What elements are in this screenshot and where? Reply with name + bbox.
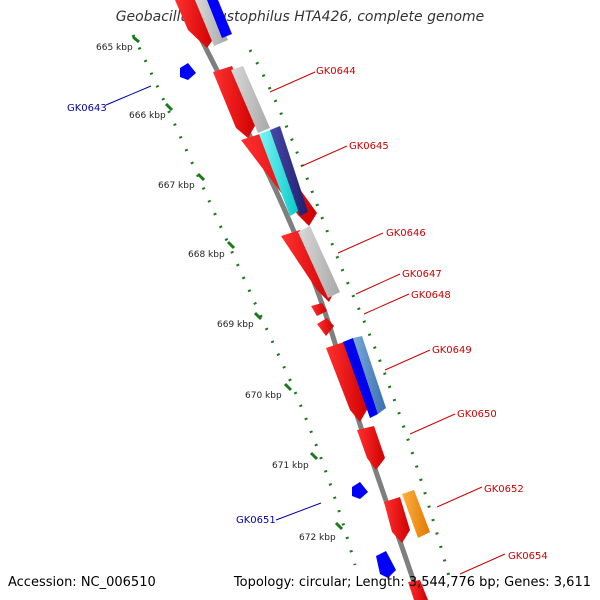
feature-bar-gk0652 xyxy=(402,490,430,538)
forward-track-dotted-line xyxy=(248,49,452,581)
gene-arrow-gk0643[interactable] xyxy=(180,63,196,80)
feature-bar-gk0649-steel xyxy=(353,336,386,414)
ruler-tick-label: 669 kbp xyxy=(217,320,254,330)
gene-label-gk0646[interactable]: GK0646 xyxy=(386,228,426,239)
ruler-tick-label: 666 kbp xyxy=(129,111,166,121)
feature-bar-gk0644 xyxy=(231,66,270,133)
label-leader xyxy=(269,71,316,93)
feature-bar xyxy=(195,0,228,46)
label-leader xyxy=(363,293,410,315)
accession-text: Accession: NC_006510 xyxy=(8,575,156,590)
gene-label-gk0654[interactable]: GK0654 xyxy=(508,551,548,562)
ruler-tick: 665 kbp xyxy=(96,35,140,53)
gene-label-gk0647[interactable]: GK0647 xyxy=(402,269,442,280)
gene-arrow-gk0648[interactable] xyxy=(317,318,334,336)
label-leader xyxy=(301,145,348,167)
label-leader xyxy=(384,349,431,371)
gene-label-gk0651[interactable]: GK0651 xyxy=(236,515,276,526)
feature-bar-gk0646 xyxy=(298,226,340,298)
gene-label-gk0649[interactable]: GK0649 xyxy=(432,345,472,356)
label-leader xyxy=(275,502,322,521)
gene-label-gk0645[interactable]: GK0645 xyxy=(349,141,389,152)
gene-arrow-gk0652[interactable] xyxy=(384,497,410,543)
gene-arrow-gk0655[interactable] xyxy=(376,551,396,578)
ruler-tick-label: 665 kbp xyxy=(96,43,133,53)
ruler-tick: 671 kbp xyxy=(272,451,319,471)
ruler-tick-label: 670 kbp xyxy=(245,391,282,401)
ruler-tick-label: 667 kbp xyxy=(158,181,195,191)
ruler-tick-label: 671 kbp xyxy=(272,461,309,471)
gene-arrow-gk0644[interactable] xyxy=(213,66,256,138)
feature-bar-gk0649-blue xyxy=(343,338,378,418)
ruler-tick: 667 kbp xyxy=(158,172,206,191)
gene-label-gk0643[interactable]: GK0643 xyxy=(67,103,107,114)
gene-arrow-gk0651[interactable] xyxy=(352,482,368,499)
label-leader xyxy=(436,486,483,508)
gene-arrow[interactable] xyxy=(175,0,214,48)
ruler-tick: 666 kbp xyxy=(129,102,174,121)
gene-label-gk0644[interactable]: GK0644 xyxy=(316,66,356,77)
ruler-tick: 672 kbp xyxy=(299,521,344,543)
ruler-tick: 668 kbp xyxy=(188,240,236,260)
feature-bar xyxy=(207,0,232,38)
feature-bar-gk0645-navy xyxy=(270,126,308,216)
label-leader xyxy=(105,85,152,106)
gene-label-gk0650[interactable]: GK0650 xyxy=(457,409,497,420)
gene-arrow-gk0647[interactable] xyxy=(311,303,327,316)
ruler-tick-label: 668 kbp xyxy=(188,250,225,260)
gene-arrow-gk0654[interactable] xyxy=(408,580,428,600)
ruler-tick-label: 672 kbp xyxy=(299,533,336,543)
label-leader xyxy=(355,273,401,295)
label-leader xyxy=(337,232,384,254)
gene-arrow-gk0650[interactable] xyxy=(357,426,385,470)
ruler-tick: 670 kbp xyxy=(245,382,293,401)
label-leader xyxy=(459,553,506,575)
genome-backbone xyxy=(179,0,423,600)
feature-bar-gk0645-cyan xyxy=(259,130,300,216)
ruler-tick: 669 kbp xyxy=(217,311,263,330)
gene-arrow-gk0649[interactable] xyxy=(326,342,368,422)
label-leader xyxy=(409,413,456,435)
gene-label-gk0652[interactable]: GK0652 xyxy=(484,484,524,495)
genome-summary-text: Topology: circular; Length: 3,544,776 bp… xyxy=(233,575,591,590)
gene-label-gk0648[interactable]: GK0648 xyxy=(411,290,451,301)
